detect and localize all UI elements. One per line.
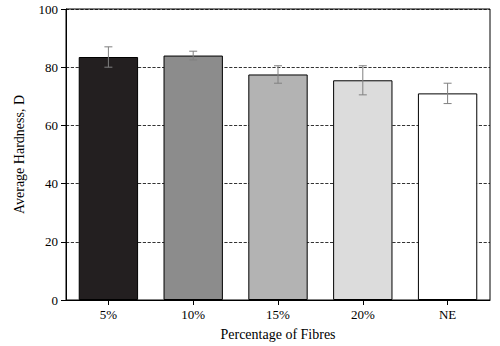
svg-text:20%: 20% [351, 307, 375, 322]
svg-text:5%: 5% [100, 307, 118, 322]
svg-text:20: 20 [45, 234, 58, 249]
svg-text:10%: 10% [181, 307, 205, 322]
svg-text:100: 100 [39, 2, 59, 17]
svg-text:Average Hardness, D: Average Hardness, D [12, 95, 27, 214]
svg-text:15%: 15% [266, 307, 290, 322]
svg-text:80: 80 [45, 60, 58, 75]
svg-text:40: 40 [45, 176, 58, 191]
svg-text:60: 60 [45, 118, 58, 133]
svg-text:Percentage of Fibres: Percentage of Fibres [220, 327, 335, 342]
svg-text:0: 0 [52, 293, 59, 308]
svg-text:NE: NE [439, 307, 456, 322]
